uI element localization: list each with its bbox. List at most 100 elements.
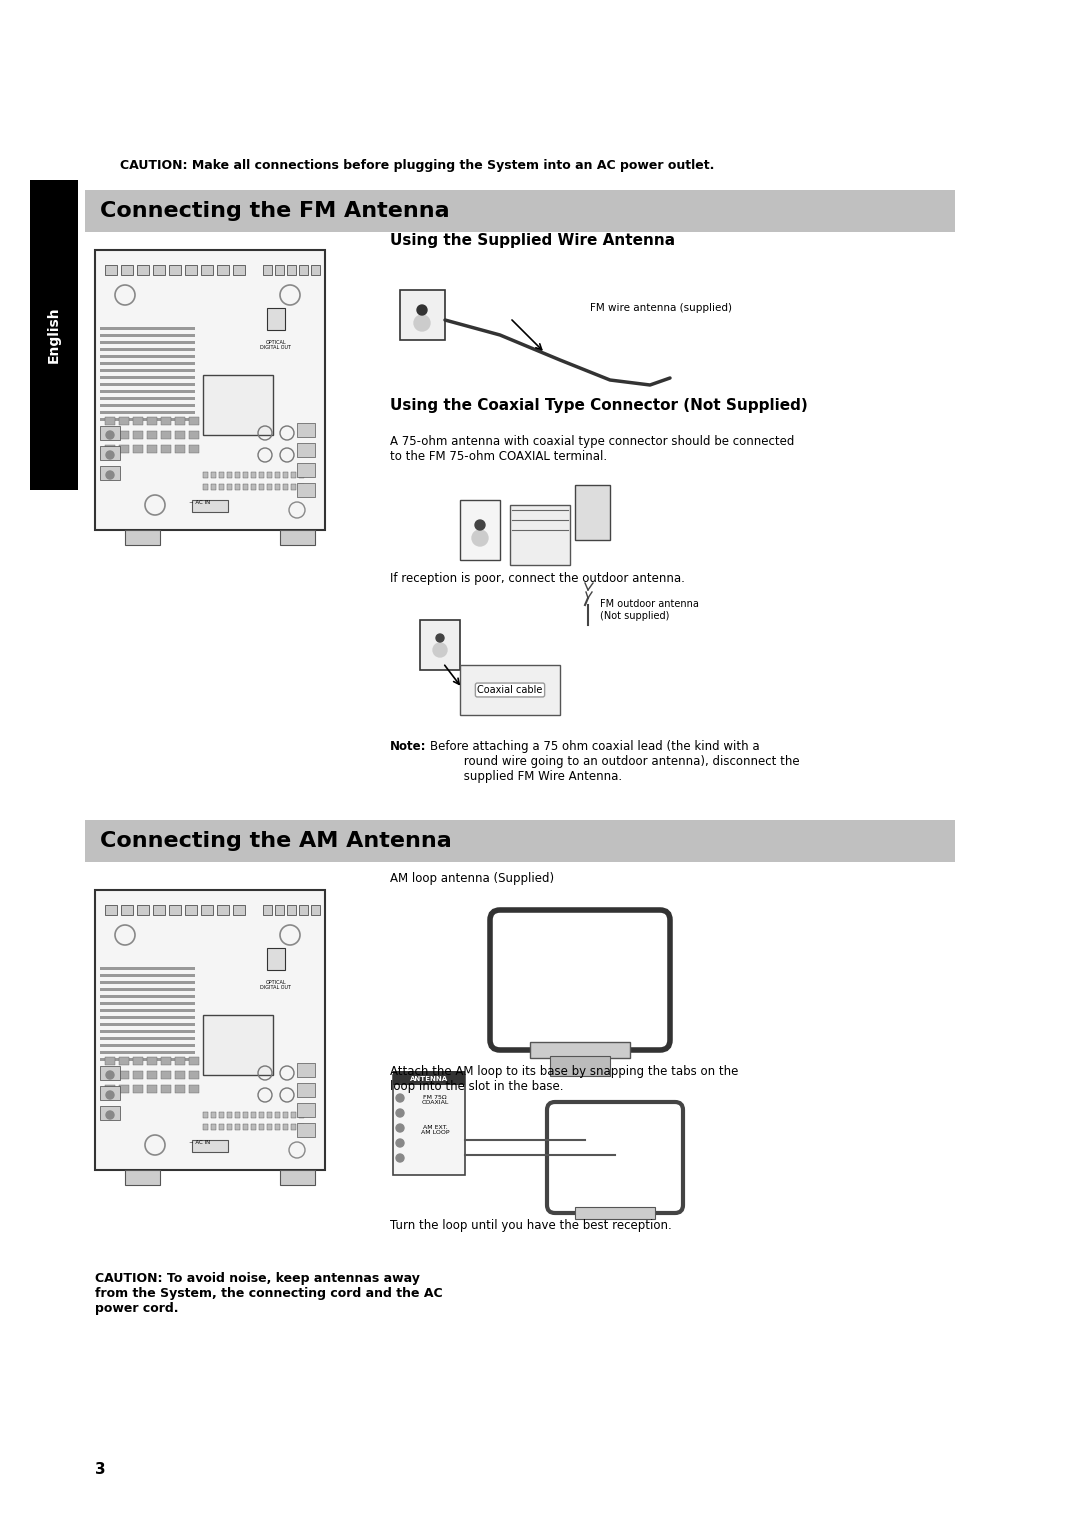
FancyBboxPatch shape [100,354,195,358]
FancyBboxPatch shape [133,431,143,439]
Circle shape [433,643,447,657]
FancyBboxPatch shape [133,1057,143,1065]
FancyBboxPatch shape [203,1125,208,1131]
FancyBboxPatch shape [30,180,78,490]
FancyBboxPatch shape [100,426,120,440]
FancyBboxPatch shape [287,264,296,275]
Text: CAUTION: Make all connections before plugging the System into an AC power outlet: CAUTION: Make all connections before plu… [120,159,714,171]
FancyBboxPatch shape [291,1125,296,1131]
FancyBboxPatch shape [297,443,315,457]
Text: If reception is poor, connect the outdoor antenna.: If reception is poor, connect the outdoo… [390,571,685,585]
FancyBboxPatch shape [85,189,955,232]
FancyBboxPatch shape [100,1016,195,1019]
FancyBboxPatch shape [211,472,216,478]
FancyBboxPatch shape [297,1083,315,1097]
FancyBboxPatch shape [219,1125,224,1131]
FancyBboxPatch shape [161,1085,171,1093]
FancyBboxPatch shape [297,483,315,497]
FancyBboxPatch shape [105,905,117,915]
FancyBboxPatch shape [291,1112,296,1118]
FancyBboxPatch shape [168,905,181,915]
FancyBboxPatch shape [105,264,117,275]
FancyBboxPatch shape [311,905,320,915]
FancyBboxPatch shape [291,472,296,478]
FancyBboxPatch shape [100,397,195,400]
FancyBboxPatch shape [100,1086,120,1100]
Text: Using the Supplied Wire Antenna: Using the Supplied Wire Antenna [390,232,675,248]
FancyBboxPatch shape [280,530,315,545]
FancyBboxPatch shape [100,1008,195,1012]
Text: OPTICAL
DIGITAL OUT: OPTICAL DIGITAL OUT [260,339,292,350]
FancyBboxPatch shape [259,1112,264,1118]
Text: A 75-ohm antenna with coaxial type connector should be connected
to the FM 75-oh: A 75-ohm antenna with coaxial type conne… [390,435,795,463]
FancyBboxPatch shape [100,335,195,338]
FancyBboxPatch shape [100,368,195,371]
Text: ~ AC IN: ~ AC IN [189,500,211,504]
FancyBboxPatch shape [119,445,129,452]
Text: CAUTION: To avoid noise, keep antennas away
from the System, the connecting cord: CAUTION: To avoid noise, keep antennas a… [95,1271,443,1316]
FancyBboxPatch shape [100,327,195,330]
FancyBboxPatch shape [530,1042,630,1057]
Circle shape [396,1109,404,1117]
FancyBboxPatch shape [275,264,284,275]
Text: English: English [48,307,60,364]
FancyBboxPatch shape [460,500,500,559]
Text: Coaxial cable: Coaxial cable [477,685,542,695]
FancyBboxPatch shape [251,484,256,490]
Text: FM wire antenna (supplied): FM wire antenna (supplied) [590,303,732,313]
FancyBboxPatch shape [235,484,240,490]
FancyBboxPatch shape [264,264,272,275]
FancyBboxPatch shape [227,1125,232,1131]
FancyBboxPatch shape [203,484,208,490]
FancyBboxPatch shape [267,1125,272,1131]
FancyBboxPatch shape [275,472,280,478]
FancyBboxPatch shape [185,905,197,915]
FancyBboxPatch shape [259,472,264,478]
FancyBboxPatch shape [267,309,285,330]
FancyBboxPatch shape [575,484,610,539]
FancyBboxPatch shape [147,1057,157,1065]
FancyBboxPatch shape [189,1057,199,1065]
FancyBboxPatch shape [510,504,570,565]
FancyBboxPatch shape [105,1057,114,1065]
Circle shape [475,520,485,530]
FancyBboxPatch shape [275,905,284,915]
FancyBboxPatch shape [147,417,157,425]
FancyBboxPatch shape [100,989,195,992]
FancyBboxPatch shape [201,905,213,915]
FancyBboxPatch shape [133,417,143,425]
FancyBboxPatch shape [575,1207,654,1219]
FancyBboxPatch shape [119,417,129,425]
FancyBboxPatch shape [275,1125,280,1131]
FancyBboxPatch shape [283,484,288,490]
FancyBboxPatch shape [227,484,232,490]
FancyBboxPatch shape [299,484,303,490]
FancyBboxPatch shape [280,1170,315,1186]
FancyBboxPatch shape [297,1123,315,1137]
FancyBboxPatch shape [100,348,195,351]
Circle shape [106,431,114,439]
FancyBboxPatch shape [227,472,232,478]
FancyBboxPatch shape [189,417,199,425]
FancyBboxPatch shape [168,264,181,275]
FancyBboxPatch shape [235,472,240,478]
FancyBboxPatch shape [133,1071,143,1079]
Text: Turn the loop until you have the best reception.: Turn the loop until you have the best re… [390,1218,672,1232]
FancyBboxPatch shape [147,1085,157,1093]
FancyBboxPatch shape [119,1057,129,1065]
FancyBboxPatch shape [119,1071,129,1079]
FancyBboxPatch shape [85,821,955,862]
FancyBboxPatch shape [233,905,245,915]
FancyBboxPatch shape [251,472,256,478]
FancyBboxPatch shape [211,1125,216,1131]
FancyBboxPatch shape [121,264,133,275]
FancyBboxPatch shape [189,445,199,452]
FancyBboxPatch shape [100,1106,120,1120]
FancyBboxPatch shape [100,1030,195,1033]
FancyBboxPatch shape [203,1112,208,1118]
FancyBboxPatch shape [267,484,272,490]
FancyBboxPatch shape [291,484,296,490]
FancyBboxPatch shape [264,905,272,915]
FancyBboxPatch shape [100,384,195,387]
FancyBboxPatch shape [161,417,171,425]
